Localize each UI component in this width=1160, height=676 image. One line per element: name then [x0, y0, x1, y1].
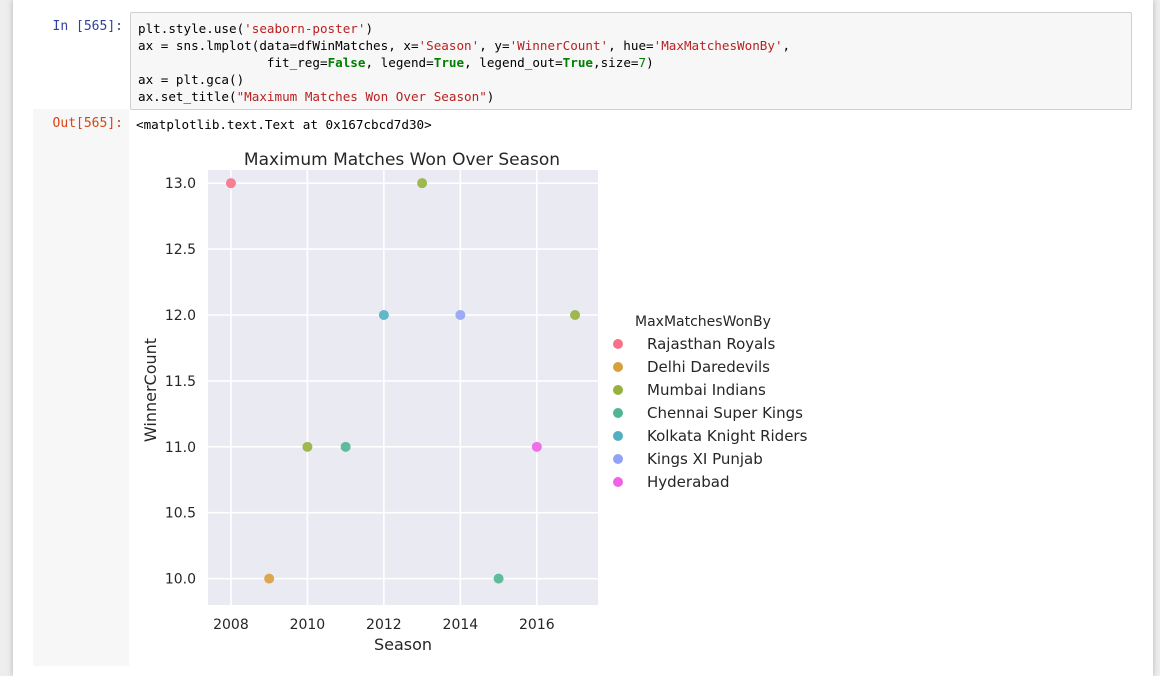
- data-point: [417, 178, 428, 189]
- code-token: True: [433, 55, 465, 70]
- y-tick-label: 13.0: [165, 176, 196, 192]
- code-token: True: [562, 55, 593, 70]
- legend-label: Hyderabad: [647, 473, 730, 491]
- plot-background: [208, 170, 598, 605]
- code-token: 'MaxMatchesWonBy': [653, 38, 783, 53]
- code-input-cell[interactable]: plt.style.use('seaborn-poster') ax = sns…: [130, 12, 1132, 110]
- code-line: plt.style.use('seaborn-poster'): [138, 21, 373, 36]
- x-tick-label: 2012: [366, 617, 402, 633]
- code-line: ax = sns.lmplot(data=dfWinMatches, x='Se…: [138, 38, 790, 53]
- code-token: ): [486, 89, 495, 104]
- legend-label: Delhi Daredevils: [647, 358, 770, 376]
- code-token: "Maximum Matches Won Over Season": [236, 89, 487, 104]
- code-token: , y=: [479, 38, 510, 53]
- code-token: ): [365, 21, 374, 36]
- legend-marker: [613, 454, 623, 464]
- grid-lines: [208, 170, 598, 605]
- x-tick-label: 2008: [213, 617, 249, 633]
- data-point: [493, 573, 504, 584]
- code-editor[interactable]: plt.style.use('seaborn-poster') ax = sns…: [138, 20, 790, 105]
- legend-marker: [613, 431, 623, 441]
- code-token: plt.style.use(: [138, 21, 245, 36]
- code-token: False: [327, 55, 366, 70]
- chart-title: Maximum Matches Won Over Season: [244, 150, 560, 170]
- legend-marker: [613, 408, 623, 418]
- legend-marker: [613, 385, 623, 395]
- y-tick-label: 12.5: [165, 242, 196, 258]
- output-prompt: Out[565]:: [52, 116, 123, 131]
- data-point: [225, 178, 236, 189]
- legend-label: Chennai Super Kings: [647, 404, 803, 422]
- code-line: ax.set_title("Maximum Matches Won Over S…: [138, 89, 494, 104]
- data-point: [378, 310, 389, 320]
- y-tick-label: 11.5: [165, 374, 196, 390]
- code-token: , legend=: [365, 55, 434, 70]
- code-token: 'Season': [418, 38, 480, 53]
- code-token: 7: [638, 55, 647, 70]
- code-token: ): [646, 55, 654, 70]
- legend-marker: [613, 477, 623, 487]
- code-line: ax = plt.gca(): [138, 72, 244, 87]
- data-point: [455, 310, 466, 320]
- legend-label: Kings XI Punjab: [647, 450, 763, 468]
- legend: MaxMatchesWonBy Rajasthan Royals Delhi Da…: [613, 314, 808, 491]
- y-tick-label: 11.0: [165, 440, 196, 456]
- data-points: [225, 178, 581, 584]
- data-point: [570, 310, 581, 320]
- legend-label: Rajasthan Royals: [647, 335, 775, 353]
- legend-marker: [613, 362, 623, 372]
- tick-labels: 2008 2010 2012 2014 2016 10.0 10.5 11.0 11.5 12.0…: [165, 176, 555, 633]
- code-line: fit_reg=False, legend=True, legend_out=T…: [138, 55, 654, 70]
- x-tick-label: 2014: [443, 617, 479, 633]
- code-token: , legend_out=: [464, 55, 563, 70]
- y-axis-label: WinnerCount: [141, 338, 160, 442]
- code-token: , hue=: [608, 38, 654, 53]
- y-tick-label: 10.0: [165, 572, 196, 588]
- code-token: 'seaborn-poster': [244, 21, 366, 36]
- code-token: ax = plt.gca(): [138, 72, 245, 87]
- output-text: <matplotlib.text.Text at 0x167cbcd7d30>: [136, 117, 432, 132]
- legend-marker: [613, 339, 623, 349]
- code-token: fit_reg=: [138, 55, 328, 70]
- code-token: ,size=: [593, 55, 639, 70]
- code-token: ,: [782, 38, 791, 53]
- input-prompt: In [565]:: [52, 19, 123, 34]
- data-point: [302, 441, 313, 452]
- legend-label: Kolkata Knight Riders: [647, 427, 808, 445]
- data-point: [531, 441, 542, 452]
- data-point: [340, 441, 351, 452]
- code-token: ax.set_title(: [138, 89, 237, 104]
- y-tick-label: 12.0: [165, 308, 196, 324]
- output-prompt-area: [33, 109, 129, 666]
- legend-label: Mumbai Indians: [647, 381, 766, 399]
- data-point: [264, 573, 275, 584]
- legend-title: MaxMatchesWonBy: [635, 314, 771, 330]
- code-token: 'WinnerCount': [509, 38, 609, 53]
- x-tick-label: 2010: [290, 617, 326, 633]
- code-token: ax = sns.lmplot(data=dfWinMatches, x=: [138, 38, 419, 53]
- x-tick-label: 2016: [519, 617, 555, 633]
- y-tick-label: 10.5: [165, 506, 196, 522]
- x-axis-label: Season: [374, 635, 432, 654]
